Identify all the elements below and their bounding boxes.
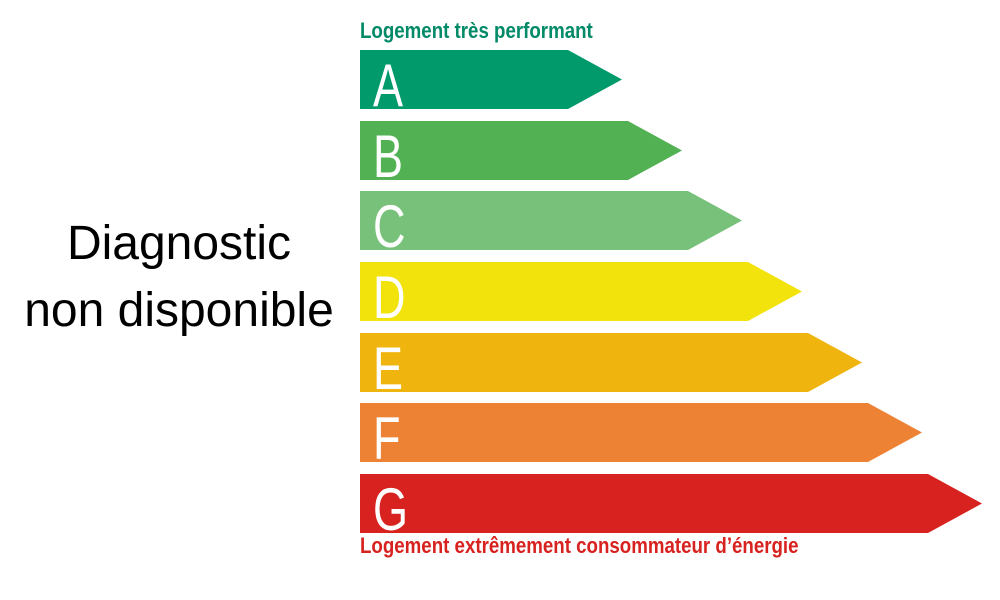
energy-bar-c: C: [360, 191, 742, 257]
energy-grade-letter: D: [373, 264, 406, 331]
energy-grade-letter: C: [373, 193, 406, 260]
energy-grade-letter: A: [373, 52, 404, 119]
bar-arrow-shape: [360, 403, 922, 462]
diagnostic-note-line-2: non disponible: [24, 284, 334, 337]
bar-arrow-shape: [360, 121, 682, 180]
diagnostic-note-line-1: Diagnostic: [66, 217, 292, 270]
energy-grade-letter: E: [373, 335, 404, 402]
bar-arrow-shape: [360, 50, 622, 109]
energy-grade-letter: B: [373, 123, 404, 190]
bar-arrow-shape: [360, 333, 862, 392]
energy-bar-a: A: [360, 50, 622, 116]
energy-grade-letter: F: [373, 405, 401, 472]
energy-bar-g: G: [360, 474, 982, 540]
diagnostic-note: Diagnostic non disponible: [0, 210, 358, 344]
energy-grade-letter: G: [373, 476, 409, 543]
bar-arrow-shape: [360, 474, 982, 533]
energy-bar-b: B: [360, 121, 682, 187]
scale-top-label: Logement très performant: [360, 18, 593, 43]
energy-bar-d: D: [360, 262, 802, 328]
bar-arrow-shape: [360, 262, 802, 321]
bar-arrow-shape: [360, 191, 742, 250]
energy-bar-f: F: [360, 403, 922, 469]
scale-bottom-label: Logement extrêmement consommateur d’éner…: [360, 533, 799, 558]
energy-bar-e: E: [360, 333, 862, 399]
